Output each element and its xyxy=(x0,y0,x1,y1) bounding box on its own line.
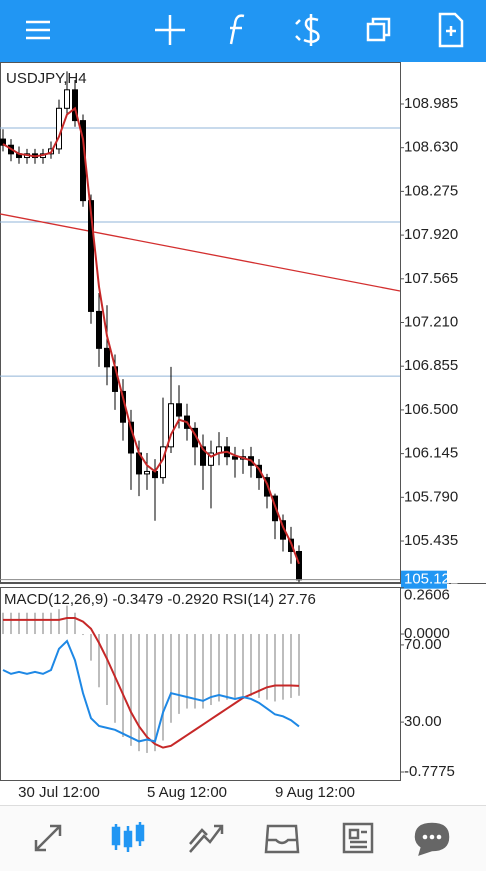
macd-bar xyxy=(66,605,68,635)
macd-bar xyxy=(42,612,44,635)
candle-body xyxy=(296,550,302,581)
candle-body xyxy=(104,347,110,368)
y-tick-label: 0.0000 xyxy=(404,625,450,642)
macd-bar xyxy=(178,634,180,714)
macd-bar xyxy=(34,612,36,635)
indicators-button[interactable] xyxy=(229,14,245,45)
dot xyxy=(429,834,435,840)
candle-body xyxy=(144,470,150,475)
new-order-button[interactable] xyxy=(438,12,464,48)
macd-bar xyxy=(18,612,20,635)
symbols-button[interactable] xyxy=(295,14,320,46)
y-tick-label: 0.2606 xyxy=(404,587,450,604)
quotes-tab[interactable] xyxy=(34,824,62,852)
top-bar xyxy=(0,0,486,62)
y-tick-label: 107.210 xyxy=(404,313,458,330)
dot xyxy=(422,834,428,840)
menu-button[interactable] xyxy=(26,20,50,40)
macd-bar xyxy=(162,634,164,741)
symbol-label: USDJPY,H4 xyxy=(6,70,87,87)
y-tick-label: 105.435 xyxy=(404,532,458,549)
macd-bar xyxy=(138,634,140,752)
last-price-label: 105.121 xyxy=(404,571,458,588)
y-tick-label: 108.630 xyxy=(404,139,458,156)
macd-bar xyxy=(26,612,28,635)
macd-bar xyxy=(122,634,124,737)
history-tab[interactable] xyxy=(264,824,300,854)
macd-bar xyxy=(210,634,212,706)
macd-bar xyxy=(82,634,84,636)
macd-bar xyxy=(218,634,220,702)
macd-bar xyxy=(50,612,52,635)
macd-bar xyxy=(106,634,108,706)
bottom-nav xyxy=(0,805,486,871)
rsi-line xyxy=(2,639,300,743)
candle-body xyxy=(72,89,78,122)
macd-bar xyxy=(170,634,172,723)
macd-bar xyxy=(202,634,204,709)
y-tick-label: 106.855 xyxy=(404,357,458,374)
moving-average xyxy=(2,106,300,565)
y2-tick-label: 70.00 xyxy=(404,636,442,653)
candle-body xyxy=(168,403,174,448)
x-tick-label: 9 Aug 12:00 xyxy=(275,784,355,801)
y-tick-label: -0.7775 xyxy=(404,763,455,780)
candle-body xyxy=(208,452,214,466)
macd-bar xyxy=(154,634,156,752)
news-tab[interactable] xyxy=(342,822,374,854)
candle-body xyxy=(264,477,270,497)
candle-body xyxy=(96,310,102,349)
macd-bar xyxy=(274,634,276,702)
x-tick-label: 5 Aug 12:00 xyxy=(147,784,227,801)
macd-bar xyxy=(58,609,60,635)
y-tick-label: 107.565 xyxy=(404,270,458,287)
x-tick-label: 30 Jul 12:00 xyxy=(18,784,100,801)
macd-bar xyxy=(186,634,188,709)
candle-body xyxy=(200,446,206,466)
macd-bar xyxy=(74,612,76,635)
macd-bar xyxy=(146,634,148,753)
macd-bar xyxy=(266,634,268,700)
crosshair-button[interactable] xyxy=(155,15,185,45)
macd-bar xyxy=(194,634,196,709)
macd-bar xyxy=(242,634,244,697)
trade-tab[interactable] xyxy=(189,824,224,853)
candle-body xyxy=(64,89,70,109)
macd-bar xyxy=(98,634,100,688)
indicator-frame xyxy=(0,587,401,781)
macd-bar xyxy=(10,612,12,635)
candle-body xyxy=(256,464,262,479)
y-tick-label: 108.985 xyxy=(404,95,458,112)
y-tick-label: 105.790 xyxy=(404,488,458,505)
windows-button[interactable] xyxy=(366,17,391,42)
candle-body xyxy=(88,200,94,312)
dot xyxy=(436,834,442,840)
last-price-box xyxy=(401,570,447,589)
signal-line xyxy=(3,617,300,749)
macd-bar xyxy=(290,634,292,698)
macd-bar xyxy=(2,612,4,635)
macd-bar xyxy=(258,634,260,698)
macd-bar xyxy=(282,634,284,700)
y-tick-label: 106.500 xyxy=(404,401,458,418)
trend-line xyxy=(0,213,401,292)
y-tick-label: 107.920 xyxy=(404,226,458,243)
y-tick-label: 106.145 xyxy=(404,445,458,462)
chart-tab[interactable] xyxy=(111,822,145,852)
macd-bar xyxy=(234,634,236,698)
macd-bar xyxy=(130,634,132,746)
candle-body xyxy=(0,138,6,146)
y-tick-label: 108.275 xyxy=(404,182,458,199)
macd-bar xyxy=(298,634,300,696)
macd-bar xyxy=(226,634,228,700)
macd-bar xyxy=(250,634,252,697)
indicator-label: MACD(12,26,9) -0.3479 -0.2920 RSI(14) 27… xyxy=(4,591,316,608)
macd-bar xyxy=(90,634,92,661)
candle-body xyxy=(176,403,182,417)
candle-body xyxy=(56,107,62,150)
y2-tick-label: 30.00 xyxy=(404,713,442,730)
candle-body xyxy=(232,456,238,460)
